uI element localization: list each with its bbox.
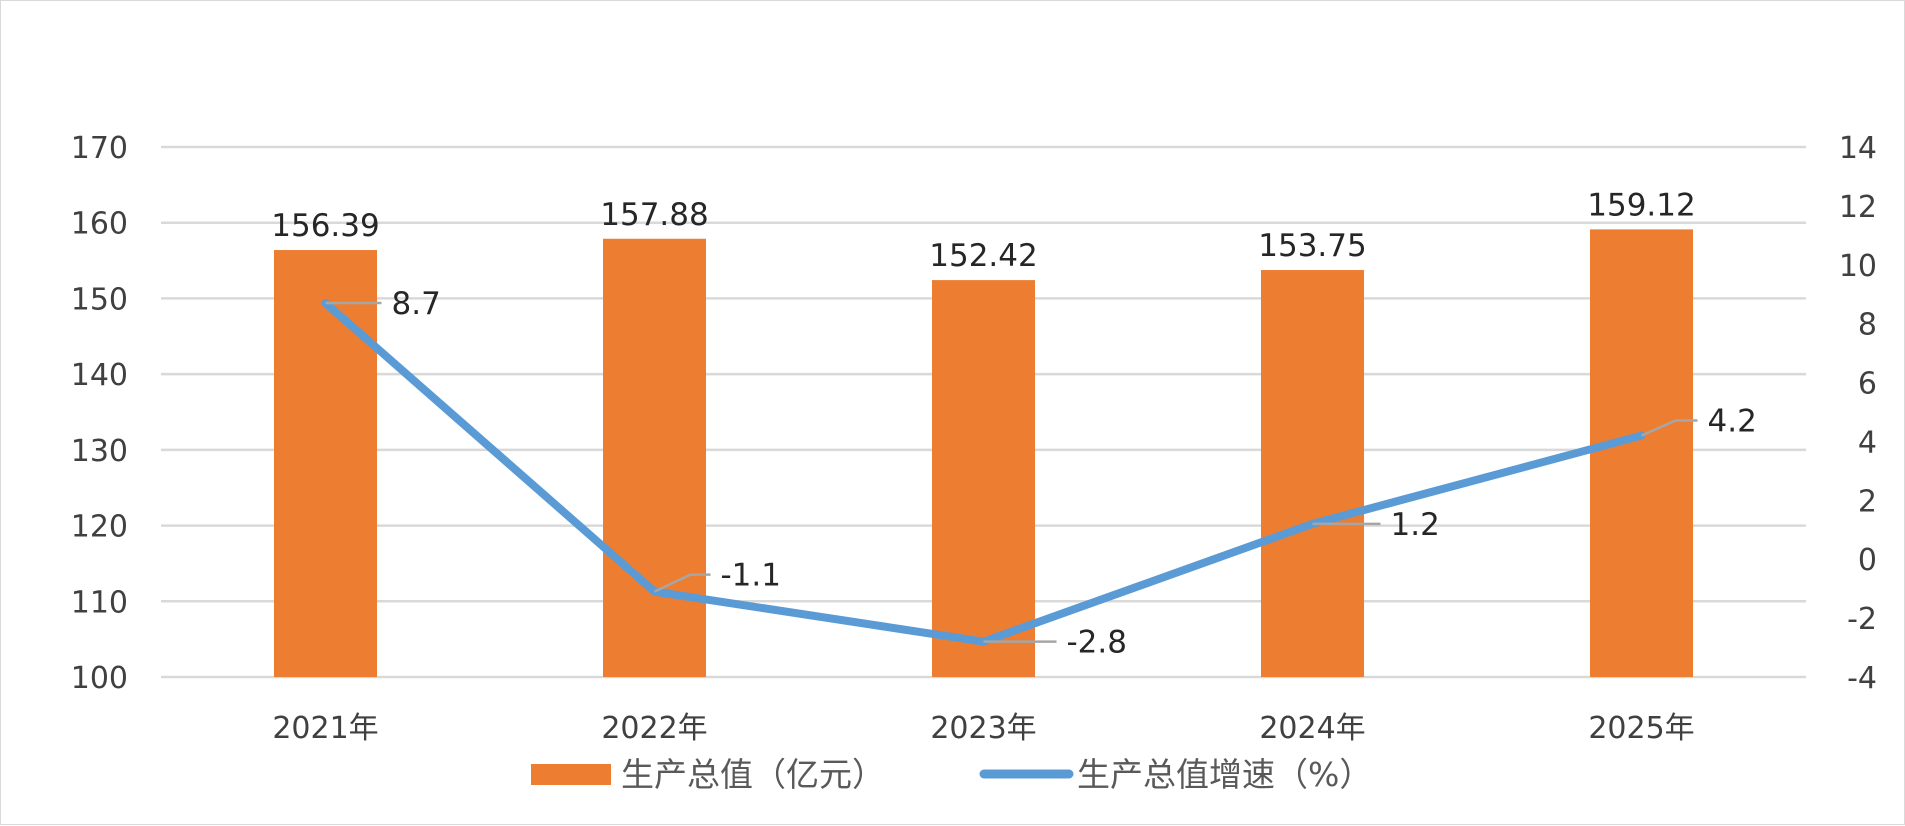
- bar-data-label: 159.12: [1587, 187, 1695, 223]
- right-tick-label: 8: [1858, 308, 1877, 343]
- right-tick-label: 2: [1858, 484, 1877, 519]
- right-tick-label: 14: [1839, 131, 1877, 166]
- line-data-label: 4.2: [1708, 404, 1757, 440]
- bar-data-label: 152.42: [929, 238, 1037, 274]
- x-tick-label: 2021年: [272, 711, 378, 746]
- leader-line: [1640, 419, 1698, 437]
- bar: [603, 238, 706, 677]
- bar: [1261, 270, 1364, 677]
- left-tick-label: 170: [71, 131, 128, 166]
- left-axis: 100 110 120 130 140 150 160 170: [71, 131, 128, 696]
- right-tick-label: 0: [1858, 543, 1877, 578]
- right-tick-label: 12: [1839, 190, 1877, 225]
- line-data-label: -2.8: [1067, 625, 1128, 661]
- x-tick-label: 2023年: [930, 711, 1036, 746]
- bar-series: 156.39 157.88 152.42 153.75 159.12: [271, 187, 1696, 677]
- bar-data-label: 153.75: [1258, 228, 1366, 264]
- x-axis: 2021年 2022年 2023年 2024年 2025年: [272, 711, 1694, 746]
- left-tick-label: 100: [71, 661, 128, 696]
- line-series: 8.7 -1.1 -2.8 1.2 4.2: [321, 286, 1757, 661]
- legend-line-label: 生产总值增速（%）: [1077, 755, 1372, 794]
- x-tick-label: 2024年: [1259, 711, 1365, 746]
- bar: [932, 280, 1035, 677]
- line-data-label: 1.2: [1391, 507, 1440, 543]
- left-tick-label: 110: [71, 585, 128, 620]
- right-axis: -4 -2 0 2 4 6 8 10 12 14: [1839, 131, 1877, 696]
- leader-line: [653, 573, 711, 593]
- left-tick-label: 120: [71, 510, 128, 545]
- left-tick-label: 160: [71, 207, 128, 242]
- legend-bar-swatch: [531, 764, 611, 785]
- left-tick-label: 130: [71, 434, 128, 469]
- legend-bar-label: 生产总值（亿元）: [621, 755, 885, 794]
- bar: [1590, 229, 1693, 677]
- bar: [274, 250, 377, 677]
- bar-data-label: 156.39: [271, 208, 379, 244]
- line-data-label: 8.7: [392, 286, 441, 322]
- right-tick-label: -4: [1847, 661, 1877, 696]
- bar-data-label: 157.88: [600, 197, 708, 233]
- legend: 生产总值（亿元） 生产总值增速（%）: [531, 755, 1372, 794]
- right-tick-label: 4: [1858, 425, 1877, 460]
- right-tick-label: -2: [1847, 602, 1877, 637]
- x-tick-label: 2025年: [1588, 711, 1694, 746]
- right-tick-label: 6: [1858, 367, 1877, 402]
- x-tick-label: 2022年: [601, 711, 707, 746]
- right-tick-label: 10: [1839, 249, 1877, 284]
- line-data-label: -1.1: [721, 558, 782, 594]
- left-tick-label: 140: [71, 358, 128, 393]
- left-tick-label: 150: [71, 282, 128, 317]
